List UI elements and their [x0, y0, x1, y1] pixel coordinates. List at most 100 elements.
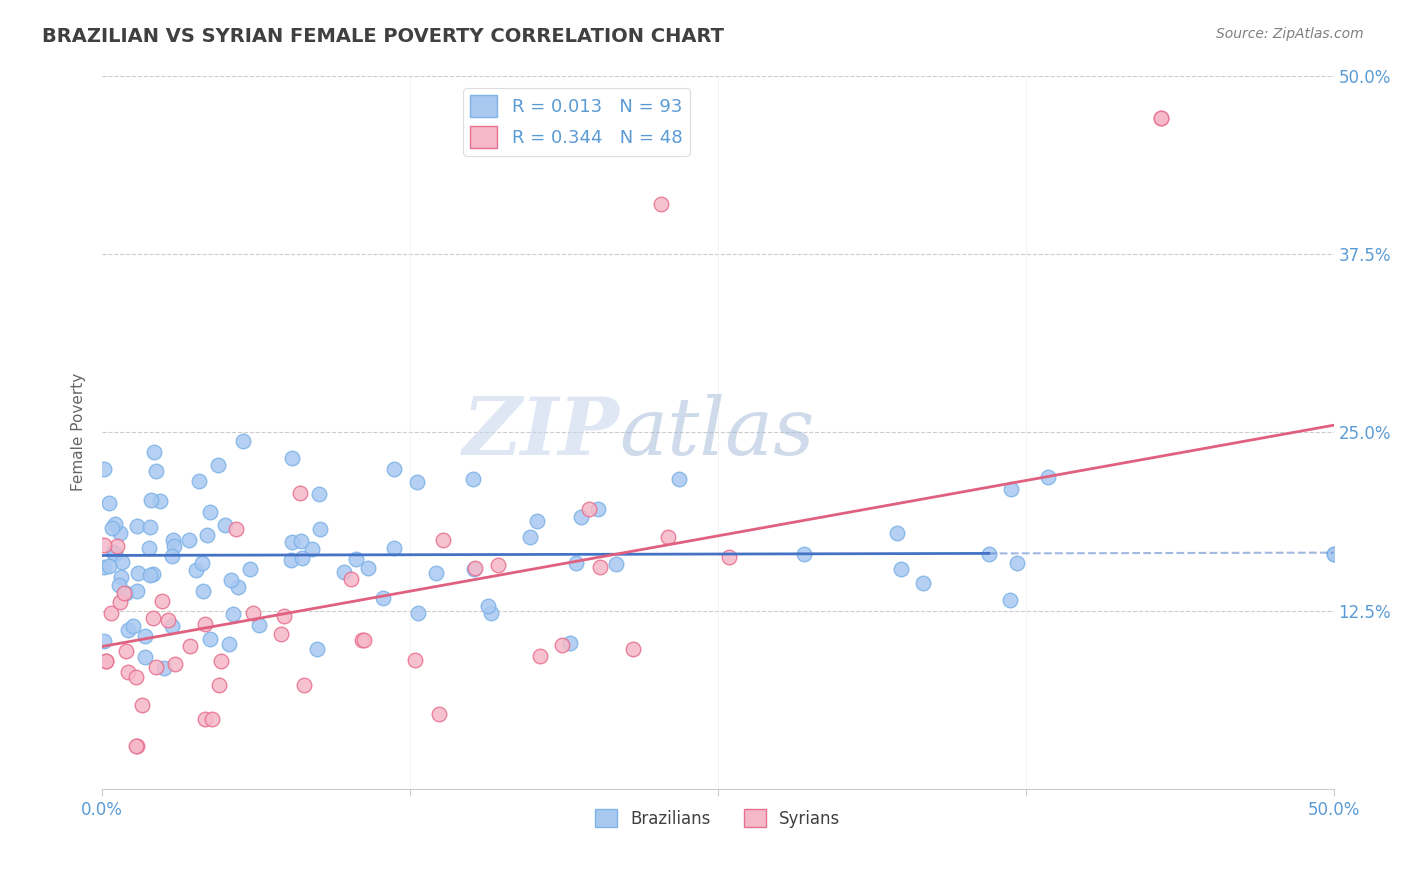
Point: [108, 526, 131, 541]
Point: [588, 502, 610, 516]
Point: [139, 567, 162, 582]
Point: [117, 623, 139, 637]
Point: [529, 648, 551, 663]
Point: [280, 553, 302, 567]
Point: [127, 739, 149, 754]
Point: [98, 558, 121, 573]
Point: [138, 541, 160, 555]
Point: [111, 555, 134, 569]
Point: [291, 551, 314, 566]
Point: [290, 534, 312, 549]
Point: [352, 632, 374, 647]
Point: [156, 613, 179, 627]
Point: [569, 510, 592, 524]
Point: [139, 520, 162, 534]
Point: [112, 586, 135, 600]
Point: [307, 642, 329, 657]
Text: ZIP: ZIP: [463, 393, 620, 471]
Point: [382, 541, 405, 556]
Point: [406, 475, 429, 489]
Point: [188, 474, 211, 488]
Point: [103, 547, 125, 561]
Point: [560, 635, 582, 649]
Point: [93, 634, 115, 648]
Point: [565, 557, 588, 571]
Point: [406, 606, 429, 620]
Point: [134, 649, 156, 664]
Point: [214, 518, 236, 533]
Point: [432, 533, 454, 547]
Point: [463, 562, 485, 576]
Point: [131, 698, 153, 712]
Point: [142, 566, 165, 581]
Point: [247, 618, 270, 632]
Point: [427, 706, 450, 721]
Point: [226, 580, 249, 594]
Point: [890, 562, 912, 576]
Point: [1322, 547, 1344, 561]
Point: [97, 496, 120, 510]
Point: [382, 462, 405, 476]
Point: [357, 561, 380, 575]
Point: [333, 565, 356, 579]
Point: [195, 527, 218, 541]
Point: [578, 502, 600, 516]
Point: [344, 551, 367, 566]
Point: [425, 566, 447, 580]
Point: [280, 451, 302, 466]
Point: [526, 514, 548, 528]
Point: [115, 586, 138, 600]
Point: [1038, 470, 1060, 484]
Point: [373, 591, 395, 606]
Point: [160, 619, 183, 633]
Point: [162, 533, 184, 547]
Point: [339, 572, 361, 586]
Point: [301, 541, 323, 556]
Point: [114, 644, 136, 658]
Point: [117, 665, 139, 679]
Point: [1005, 557, 1028, 571]
Point: [93, 538, 115, 552]
Point: [100, 606, 122, 620]
Point: [668, 472, 690, 486]
Point: [281, 534, 304, 549]
Point: [519, 530, 541, 544]
Point: [589, 560, 612, 574]
Point: [194, 712, 217, 726]
Point: [270, 627, 292, 641]
Point: [886, 525, 908, 540]
Point: [605, 558, 627, 572]
Point: [186, 563, 208, 577]
Point: [105, 539, 128, 553]
Point: [219, 573, 242, 587]
Point: [110, 570, 132, 584]
Point: [198, 505, 221, 519]
Point: [1000, 482, 1022, 496]
Y-axis label: Female Poverty: Female Poverty: [72, 373, 86, 491]
Text: BRAZILIAN VS SYRIAN FEMALE POVERTY CORRELATION CHART: BRAZILIAN VS SYRIAN FEMALE POVERTY CORRE…: [42, 27, 724, 45]
Point: [163, 657, 186, 671]
Point: [122, 619, 145, 633]
Point: [191, 556, 214, 570]
Point: [793, 547, 815, 561]
Point: [288, 486, 311, 500]
Point: [125, 670, 148, 684]
Point: [239, 562, 262, 576]
Point: [479, 607, 502, 621]
Point: [103, 516, 125, 531]
Point: [101, 545, 124, 559]
Point: [308, 522, 330, 536]
Point: [160, 549, 183, 563]
Point: [139, 493, 162, 508]
Point: [998, 592, 1021, 607]
Point: [134, 629, 156, 643]
Point: [209, 654, 232, 668]
Point: [179, 639, 201, 653]
Point: [145, 660, 167, 674]
Legend: Brazilians, Syrians: Brazilians, Syrians: [589, 803, 846, 834]
Point: [1150, 112, 1173, 126]
Point: [162, 539, 184, 553]
Point: [145, 464, 167, 478]
Point: [977, 547, 1000, 561]
Point: [108, 578, 131, 592]
